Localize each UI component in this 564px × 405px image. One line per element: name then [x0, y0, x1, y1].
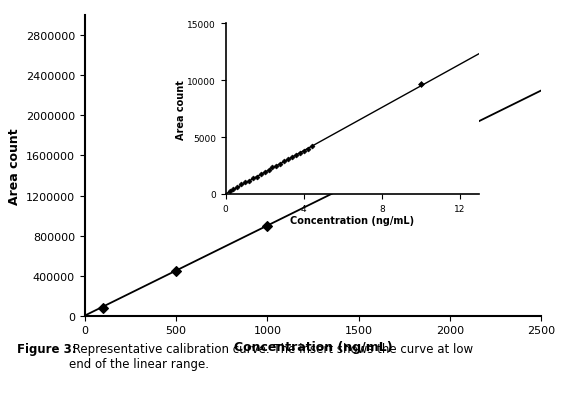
Text: Representative calibration curve. The insert shows the curve at low
end of the l: Representative calibration curve. The in…	[69, 342, 473, 370]
Text: Figure 3:: Figure 3:	[17, 342, 77, 355]
X-axis label: Concentration (ng/mL): Concentration (ng/mL)	[233, 340, 393, 353]
X-axis label: Concentration (ng/mL): Concentration (ng/mL)	[290, 216, 415, 226]
Y-axis label: Area count: Area count	[8, 128, 21, 204]
Y-axis label: Area count: Area count	[176, 79, 186, 139]
